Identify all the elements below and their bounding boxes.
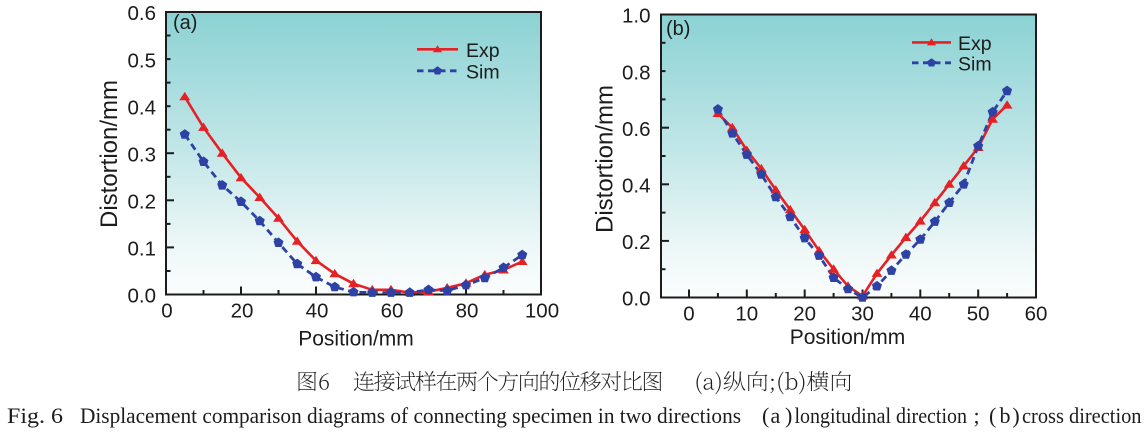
svg-text:0.2: 0.2 — [622, 231, 651, 254]
svg-text:80: 80 — [456, 299, 479, 322]
svg-text:0.4: 0.4 — [622, 175, 651, 198]
svg-text:10: 10 — [735, 302, 758, 325]
svg-text:Position/mm: Position/mm — [790, 326, 906, 349]
svg-text:30: 30 — [851, 302, 874, 325]
svg-text:1.0: 1.0 — [622, 5, 651, 28]
svg-text:Position/mm: Position/mm — [298, 328, 414, 351]
svg-text:(a): (a) — [173, 12, 197, 34]
svg-text:(: ( — [989, 403, 996, 428]
svg-text:0.0: 0.0 — [622, 288, 651, 311]
svg-text:0.0: 0.0 — [128, 285, 157, 308]
svg-text:Exp: Exp — [466, 40, 500, 62]
svg-text:(: ( — [762, 403, 769, 428]
svg-text:b: b — [1000, 403, 1011, 428]
svg-text:40: 40 — [306, 299, 329, 322]
svg-text:): ) — [785, 403, 792, 428]
svg-text:cross direction: cross direction — [1022, 403, 1142, 428]
svg-text:0.1: 0.1 — [128, 238, 157, 261]
svg-text:longitudinal direction: longitudinal direction — [795, 403, 968, 428]
svg-text:0: 0 — [683, 302, 694, 325]
svg-text:100: 100 — [525, 299, 559, 322]
svg-text:0: 0 — [161, 299, 172, 322]
svg-text:): ) — [1012, 403, 1019, 428]
svg-text:0.2: 0.2 — [128, 191, 157, 214]
svg-text:0.4: 0.4 — [128, 96, 157, 119]
svg-text:Exp: Exp — [958, 33, 992, 55]
svg-text:;: ; — [974, 403, 980, 428]
svg-text:0.5: 0.5 — [128, 49, 157, 72]
svg-text:(b): (b) — [666, 18, 690, 40]
svg-text:Fig. 6: Fig. 6 — [7, 403, 63, 428]
svg-text:0.3: 0.3 — [128, 143, 157, 166]
svg-text:0.8: 0.8 — [622, 61, 651, 84]
svg-text:0.6: 0.6 — [128, 2, 157, 25]
svg-text:Displacement comparison diagra: Displacement comparison diagrams of conn… — [80, 403, 741, 428]
svg-text:Sim: Sim — [466, 62, 500, 84]
svg-text:60: 60 — [381, 299, 404, 322]
svg-text:a: a — [771, 403, 781, 428]
svg-text:Distortion/mm: Distortion/mm — [592, 85, 619, 233]
svg-text:40: 40 — [909, 302, 932, 325]
svg-text:50: 50 — [967, 302, 990, 325]
svg-text:20: 20 — [793, 302, 816, 325]
svg-text:20: 20 — [231, 299, 254, 322]
svg-text:0.6: 0.6 — [622, 118, 651, 141]
svg-text:60: 60 — [1025, 302, 1048, 325]
svg-text:Sim: Sim — [958, 54, 992, 76]
svg-text:Distortion/mm: Distortion/mm — [96, 80, 123, 228]
